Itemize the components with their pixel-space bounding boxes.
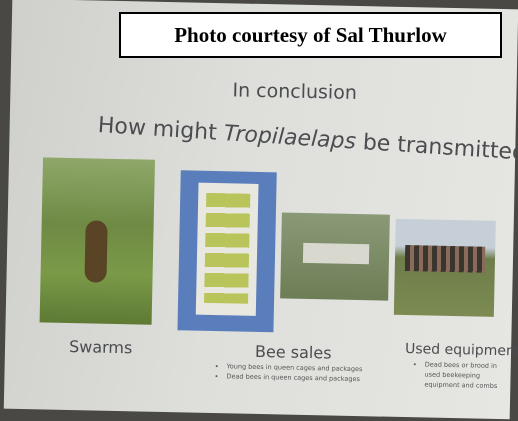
package-box	[196, 183, 259, 316]
photo-caption: Photo courtesy of Sal Thurlow	[119, 12, 502, 58]
column-label: Bee sales	[255, 342, 332, 363]
slide: In conclusion How might Tropilaelaps be …	[4, 0, 518, 419]
crowd	[405, 245, 486, 273]
title-part: How might	[97, 113, 217, 146]
screenshot: In conclusion How might Tropilaelaps be …	[0, 0, 518, 421]
slide-title: How might Tropilaelaps be transmitted?	[97, 113, 518, 166]
pallet-photo	[280, 212, 390, 300]
bullet: Dead bees or brood in used beekeeping eq…	[424, 359, 505, 391]
slide-subtitle: In conclusion	[232, 79, 357, 104]
title-italic: Tropilaelaps	[223, 121, 357, 154]
swarm-cluster	[84, 220, 107, 282]
bullet-list: Dead bees or brood in used beekeeping eq…	[414, 359, 505, 391]
column-label: Used equipment	[405, 341, 518, 359]
hive-boxes	[303, 243, 369, 264]
queen-cages	[204, 193, 250, 304]
column-label: Swarms	[69, 337, 133, 357]
bullet-list: Young bees in queen cages and packages D…	[216, 361, 362, 384]
title-part: be transmitted?	[362, 130, 518, 166]
bee-sales-photo	[177, 170, 276, 332]
bullet: Dead bees in queen cages and packages	[226, 371, 362, 384]
swarm-photo	[40, 157, 155, 324]
used-equipment-photo	[394, 219, 496, 317]
